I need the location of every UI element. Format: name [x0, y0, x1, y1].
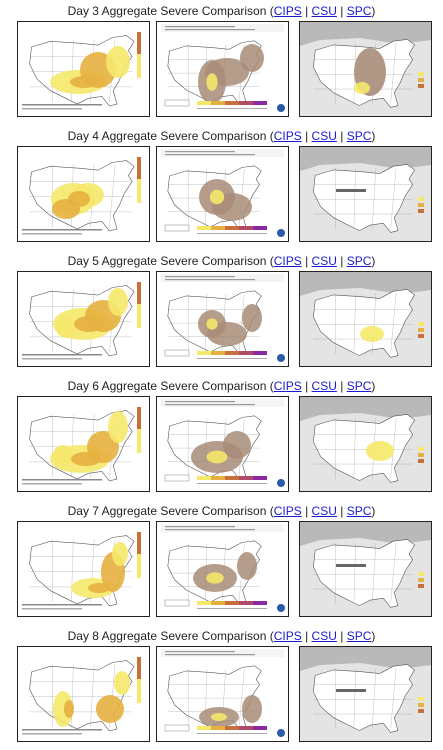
spc-outlook-map[interactable]: [299, 271, 432, 367]
spc-outlook-map[interactable]: [299, 646, 432, 742]
section-title-close: ): [371, 254, 376, 268]
link-spc[interactable]: SPC: [346, 504, 372, 518]
section-heading: Day 7 Aggregate Severe Comparison (CIPS …: [0, 504, 443, 518]
link-separator: |: [305, 504, 309, 518]
link-cips[interactable]: CIPS: [273, 129, 302, 143]
cips-forecast-map[interactable]: [17, 646, 150, 742]
link-separator: |: [340, 504, 344, 518]
csu-forecast-map[interactable]: [156, 646, 289, 742]
day-section: Day 8 Aggregate Severe Comparison (CIPS …: [0, 625, 443, 750]
csu-map-graphic: [161, 649, 285, 737]
section-title: Day 6 Aggregate Severe Comparison (: [67, 379, 274, 393]
section-title: Day 3 Aggregate Severe Comparison (: [67, 4, 274, 18]
section-heading: Day 3 Aggregate Severe Comparison (CIPS …: [0, 4, 443, 18]
section-title: Day 7 Aggregate Severe Comparison (: [67, 504, 274, 518]
link-separator: |: [305, 629, 309, 643]
link-separator: |: [305, 254, 309, 268]
cips-forecast-map[interactable]: [17, 21, 150, 117]
link-cips[interactable]: CIPS: [273, 4, 302, 18]
section-title-close: ): [371, 4, 376, 18]
cips-forecast-map[interactable]: [17, 146, 150, 242]
link-separator: |: [340, 4, 344, 18]
link-separator: |: [340, 129, 344, 143]
cips-forecast-map[interactable]: [17, 396, 150, 492]
day-section: Day 6 Aggregate Severe Comparison (CIPS …: [0, 375, 443, 500]
section-title-close: ): [371, 629, 376, 643]
link-spc[interactable]: SPC: [346, 4, 372, 18]
spc-map-graphic: [300, 272, 431, 366]
spc-outlook-map[interactable]: [299, 146, 432, 242]
link-csu[interactable]: CSU: [311, 254, 337, 268]
cips-map-graphic: [22, 32, 141, 110]
csu-map-graphic: [161, 399, 285, 487]
section-heading: Day 6 Aggregate Severe Comparison (CIPS …: [0, 379, 443, 393]
section-title: Day 8 Aggregate Severe Comparison (: [67, 629, 274, 643]
cips-forecast-map[interactable]: [17, 271, 150, 367]
link-separator: |: [340, 254, 344, 268]
link-spc[interactable]: SPC: [346, 379, 372, 393]
spc-map-graphic: [300, 522, 431, 616]
day-section: Day 5 Aggregate Severe Comparison (CIPS …: [0, 250, 443, 375]
link-csu[interactable]: CSU: [311, 4, 337, 18]
link-spc[interactable]: SPC: [346, 254, 372, 268]
spc-outlook-map[interactable]: [299, 396, 432, 492]
csu-map-graphic: [161, 274, 285, 362]
spc-map-graphic: [300, 147, 431, 241]
cips-map-graphic: [22, 407, 141, 485]
csu-forecast-map[interactable]: [156, 271, 289, 367]
spc-outlook-map[interactable]: [299, 21, 432, 117]
link-separator: |: [305, 129, 309, 143]
cips-map-graphic: [22, 532, 141, 610]
section-title-close: ): [371, 504, 376, 518]
csu-map-graphic: [161, 524, 285, 612]
section-heading: Day 4 Aggregate Severe Comparison (CIPS …: [0, 129, 443, 143]
link-separator: |: [340, 629, 344, 643]
section-heading: Day 8 Aggregate Severe Comparison (CIPS …: [0, 629, 443, 643]
link-spc[interactable]: SPC: [346, 129, 372, 143]
link-csu[interactable]: CSU: [311, 379, 337, 393]
day-section: Day 3 Aggregate Severe Comparison (CIPS …: [0, 0, 443, 125]
link-csu[interactable]: CSU: [311, 629, 337, 643]
link-cips[interactable]: CIPS: [273, 254, 302, 268]
spc-map-graphic: [300, 22, 431, 116]
csu-forecast-map[interactable]: [156, 21, 289, 117]
link-cips[interactable]: CIPS: [273, 504, 302, 518]
link-cips[interactable]: CIPS: [273, 379, 302, 393]
link-spc[interactable]: SPC: [346, 629, 372, 643]
section-title-close: ): [371, 129, 376, 143]
link-cips[interactable]: CIPS: [273, 629, 302, 643]
link-separator: |: [305, 4, 309, 18]
link-separator: |: [340, 379, 344, 393]
section-title: Day 4 Aggregate Severe Comparison (: [67, 129, 274, 143]
spc-map-graphic: [300, 397, 431, 491]
section-title-close: ): [371, 379, 376, 393]
csu-forecast-map[interactable]: [156, 521, 289, 617]
csu-forecast-map[interactable]: [156, 396, 289, 492]
day-section: Day 7 Aggregate Severe Comparison (CIPS …: [0, 500, 443, 625]
csu-map-graphic: [161, 24, 285, 112]
cips-map-graphic: [22, 657, 141, 735]
section-title: Day 5 Aggregate Severe Comparison (: [67, 254, 274, 268]
link-separator: |: [305, 379, 309, 393]
csu-map-graphic: [161, 149, 285, 237]
link-csu[interactable]: CSU: [311, 129, 337, 143]
day-section: Day 4 Aggregate Severe Comparison (CIPS …: [0, 125, 443, 250]
cips-forecast-map[interactable]: [17, 521, 150, 617]
cips-map-graphic: [22, 157, 141, 235]
csu-forecast-map[interactable]: [156, 146, 289, 242]
link-csu[interactable]: CSU: [311, 504, 337, 518]
cips-map-graphic: [22, 282, 141, 360]
spc-outlook-map[interactable]: [299, 521, 432, 617]
section-heading: Day 5 Aggregate Severe Comparison (CIPS …: [0, 254, 443, 268]
spc-map-graphic: [300, 647, 431, 741]
